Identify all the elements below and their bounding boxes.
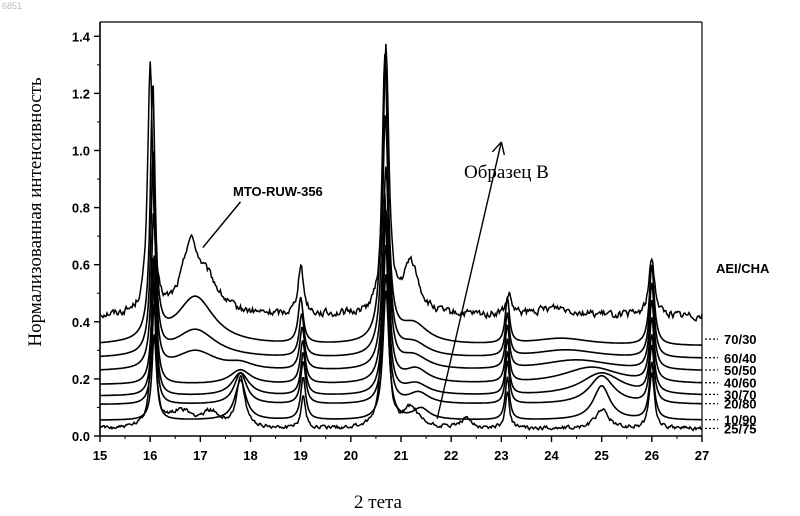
annotation-sample-label: Образец B — [464, 162, 549, 183]
arrowhead-right — [501, 142, 504, 155]
x-tick-label: 20 — [344, 448, 358, 463]
series-line-70/30 — [100, 54, 702, 345]
legend-label: 20/80 — [724, 397, 757, 412]
y-tick-label: 0.2 — [72, 372, 90, 387]
series-line-50/50 — [100, 167, 702, 370]
y-tick-label: 0.0 — [72, 429, 90, 444]
y-tick-label: 1.4 — [72, 29, 91, 44]
series-line-20/80 — [100, 274, 702, 404]
y-tick-label: 1.2 — [72, 86, 90, 101]
legend-label: 25/75 — [724, 421, 757, 436]
corner-mark: 6851 — [2, 1, 22, 11]
series-lines — [100, 44, 702, 431]
y-ticks: 0.0 0.2 0.4 0.6 0.8 1.0 1.2 1.4 — [72, 29, 100, 444]
x-tick-label: 16 — [143, 448, 157, 463]
x-axis-title: 2 тета — [354, 492, 403, 513]
legend-label: 70/30 — [724, 332, 757, 347]
x-tick-label: 18 — [243, 448, 257, 463]
xrd-chart: 6851 15161718192021222324252627 0.00.20.… — [0, 0, 800, 516]
series-line-10/90 — [100, 291, 702, 420]
x-tick-label: 24 — [544, 448, 559, 463]
legend-title: AEI/CHA — [716, 261, 770, 276]
x-tick-label: 26 — [645, 448, 659, 463]
y-tick-label: 0.8 — [72, 201, 90, 216]
series-line-MTO-RUW-356 — [100, 44, 702, 321]
x-tick-label: 19 — [293, 448, 307, 463]
annotation-line-mto — [203, 202, 241, 248]
y-axis-title: Нормализованная интенсивность — [25, 77, 46, 347]
x-tick-label: 17 — [193, 448, 207, 463]
x-tick-label: 27 — [695, 448, 709, 463]
series-line-30/70 — [100, 245, 702, 396]
x-tick-label: 22 — [444, 448, 458, 463]
x-tick-label: 21 — [394, 448, 408, 463]
annotation-arrow-sample — [437, 142, 501, 419]
legend: 70/3060/4050/5040/6030/7020/8010/9025/75 — [705, 332, 757, 436]
x-tick-label: 25 — [594, 448, 608, 463]
x-tick-label: 23 — [494, 448, 508, 463]
x-ticks: 15 16 17 18 19 20 21 22 23 24 25 26 27 — [93, 436, 709, 463]
y-tick-label: 1.0 — [72, 143, 90, 158]
y-tick-label: 0.6 — [72, 258, 90, 273]
y-tick-label: 0.4 — [72, 315, 91, 330]
x-tick-label: 15 — [93, 448, 107, 463]
annotation-mto-label: MTO-RUW-356 — [233, 184, 323, 199]
